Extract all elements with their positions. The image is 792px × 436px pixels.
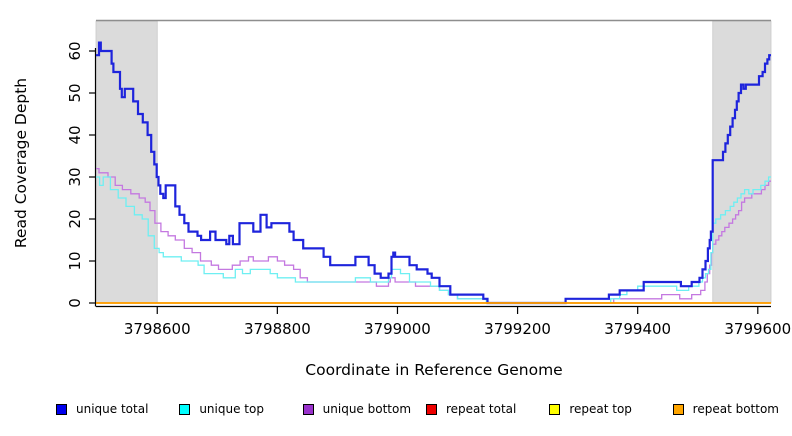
x-tick-label: 3799400 <box>604 320 671 338</box>
x-axis-title: Coordinate in Reference Genome <box>305 361 562 379</box>
legend: unique total unique top unique bottom repea… <box>46 397 786 421</box>
legend-swatch-unique-top <box>179 403 191 415</box>
y-axis-title: Read Coverage Depth <box>12 78 30 248</box>
series-line-unique-total <box>96 41 771 305</box>
legend-item-unique-total: unique total <box>46 403 169 415</box>
series-line-unique-top <box>96 176 771 304</box>
y-tick-label: 50 <box>66 83 84 102</box>
legend-item-repeat-total: repeat total <box>416 403 539 415</box>
x-tick-label: 3799000 <box>364 320 431 338</box>
legend-item-unique-bottom: unique bottom <box>293 403 416 415</box>
shaded-region-left <box>95 20 158 304</box>
legend-swatch-unique-total <box>56 403 67 415</box>
x-tick-label: 3798800 <box>244 320 311 338</box>
series-line-unique-bottom <box>96 167 771 304</box>
legend-swatch-repeat-bottom <box>672 403 684 415</box>
x-tick-label: 3799600 <box>724 320 791 338</box>
y-tick-label: 0 <box>66 298 84 308</box>
legend-swatch-repeat-top <box>549 403 561 415</box>
y-tick-label: 40 <box>66 125 84 144</box>
legend-label-unique-total: unique total <box>76 402 149 416</box>
y-tick-label: 10 <box>66 251 84 270</box>
legend-label-repeat-total: repeat total <box>446 402 517 416</box>
legend-label-unique-top: unique top <box>199 402 264 416</box>
y-tick-label: 20 <box>66 209 84 228</box>
legend-swatch-unique-bottom <box>302 403 314 415</box>
y-tick-label: 60 <box>66 41 84 60</box>
legend-label-repeat-top: repeat top <box>569 402 632 416</box>
x-tick-label: 3798600 <box>124 320 191 338</box>
legend-label-unique-bottom: unique bottom <box>322 402 412 416</box>
legend-label-repeat-bottom: repeat bottom <box>692 402 779 416</box>
y-tick-label: 30 <box>66 167 84 186</box>
legend-swatch-repeat-total <box>426 403 437 415</box>
legend-item-unique-top: unique top <box>169 403 292 415</box>
legend-item-repeat-bottom: repeat bottom <box>663 403 786 415</box>
shaded-region-right <box>712 20 772 304</box>
x-tick-label: 3799200 <box>484 320 551 338</box>
legend-item-repeat-top: repeat top <box>539 403 662 415</box>
